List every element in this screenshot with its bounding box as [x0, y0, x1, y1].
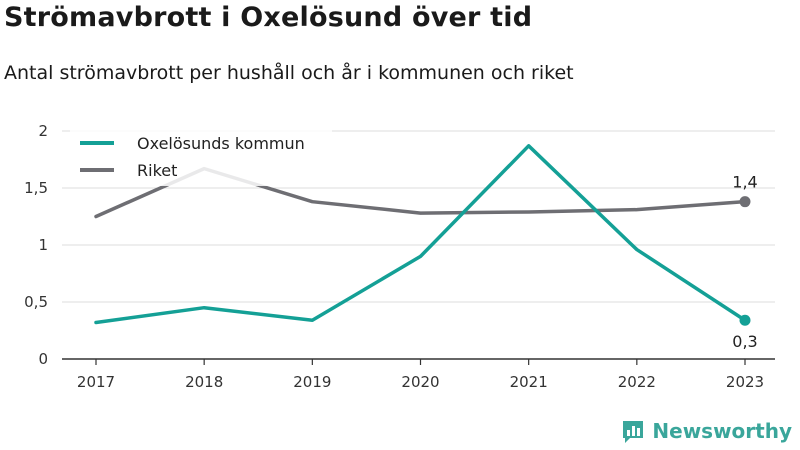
brand-logo: Newsworthy	[620, 418, 792, 444]
legend-label: Oxelösunds kommun	[137, 134, 305, 153]
legend-label: Riket	[137, 161, 177, 180]
y-tick-label: 0,5	[24, 293, 48, 311]
legend-box	[70, 128, 332, 186]
chart-title: Strömavbrott i Oxelösund över tid	[4, 2, 533, 33]
x-tick-label: 2018	[185, 373, 223, 391]
x-tick-label: 2022	[618, 373, 656, 391]
y-tick-label: 0	[38, 350, 48, 368]
x-tick-label: 2021	[510, 373, 548, 391]
end-marker	[739, 196, 751, 208]
x-tick-label: 2017	[77, 373, 115, 391]
series-line-oxelosund	[94, 144, 747, 325]
x-tick-label: 2020	[401, 373, 439, 391]
x-tick-label: 2019	[293, 373, 331, 391]
end-label-oxelosund: 0,3	[732, 332, 757, 351]
brand-name: Newsworthy	[652, 419, 792, 443]
y-tick-label: 2	[38, 122, 48, 140]
y-tick-label: 1,5	[24, 179, 48, 197]
newsworthy-logo-icon	[623, 421, 644, 443]
end-marker	[739, 314, 751, 326]
y-tick-label: 1	[38, 236, 48, 254]
chart-subtitle: Antal strömavbrott per hushåll och år i …	[4, 62, 574, 84]
x-tick-label: 2023	[726, 373, 764, 391]
end-label-riket: 1,4	[732, 173, 757, 192]
